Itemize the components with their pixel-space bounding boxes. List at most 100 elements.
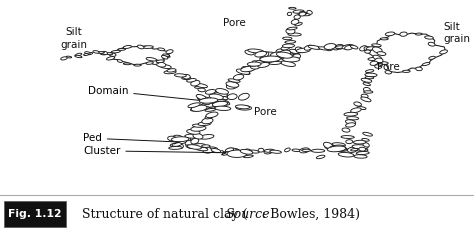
Ellipse shape [236,105,252,110]
Ellipse shape [216,89,228,94]
Ellipse shape [227,83,238,89]
Ellipse shape [425,36,433,39]
Ellipse shape [247,62,261,66]
Ellipse shape [146,62,154,64]
Ellipse shape [295,23,302,26]
Ellipse shape [273,53,283,57]
Ellipse shape [205,108,216,111]
Ellipse shape [164,70,176,74]
Ellipse shape [416,67,422,71]
Ellipse shape [203,147,213,153]
Ellipse shape [171,137,189,142]
Ellipse shape [372,44,381,47]
Ellipse shape [333,148,348,151]
Ellipse shape [284,148,290,152]
Ellipse shape [276,52,292,56]
Text: Fig. 1.12: Fig. 1.12 [8,209,62,219]
Ellipse shape [190,135,201,140]
Ellipse shape [163,54,170,56]
Ellipse shape [356,151,369,154]
Ellipse shape [143,46,154,48]
Ellipse shape [85,52,90,54]
Ellipse shape [361,78,372,82]
Ellipse shape [329,145,345,150]
Ellipse shape [311,149,325,152]
Ellipse shape [236,105,250,109]
Ellipse shape [296,48,310,53]
Ellipse shape [191,106,206,111]
Ellipse shape [373,55,382,60]
Ellipse shape [187,79,196,82]
Ellipse shape [201,103,216,107]
Ellipse shape [191,144,205,148]
Ellipse shape [225,148,234,152]
Ellipse shape [257,62,269,67]
Ellipse shape [346,123,356,127]
Ellipse shape [191,105,207,111]
Ellipse shape [185,134,200,138]
Ellipse shape [429,56,436,59]
Text: Silt
grain: Silt grain [60,27,87,50]
Ellipse shape [199,134,214,139]
Ellipse shape [66,56,72,58]
Ellipse shape [287,12,292,16]
Ellipse shape [402,70,410,72]
Ellipse shape [168,136,177,141]
Text: : Bowles, 1984): : Bowles, 1984) [262,208,360,220]
Ellipse shape [252,61,263,65]
Ellipse shape [351,148,358,151]
Ellipse shape [238,93,249,100]
Text: Pore: Pore [223,18,246,28]
Ellipse shape [186,145,193,148]
Ellipse shape [75,55,82,58]
Ellipse shape [258,148,264,152]
Ellipse shape [368,57,379,61]
Ellipse shape [281,50,291,56]
Ellipse shape [261,52,269,57]
Ellipse shape [241,151,250,154]
Ellipse shape [162,55,168,59]
Ellipse shape [264,149,274,152]
Ellipse shape [199,106,209,110]
Ellipse shape [291,20,299,24]
Ellipse shape [167,69,176,72]
Ellipse shape [326,46,333,51]
Ellipse shape [324,144,336,150]
Ellipse shape [187,145,201,149]
Ellipse shape [360,46,367,51]
Text: Silt
grain: Silt grain [443,22,470,44]
Text: Structure of natural clay (: Structure of natural clay ( [74,208,247,220]
Ellipse shape [255,51,266,57]
Ellipse shape [335,46,347,48]
Ellipse shape [440,50,447,54]
Ellipse shape [269,62,282,65]
Ellipse shape [341,136,354,138]
Ellipse shape [400,32,407,36]
Ellipse shape [198,122,211,126]
Ellipse shape [182,74,190,79]
Ellipse shape [287,27,297,30]
Ellipse shape [289,49,300,54]
Ellipse shape [324,44,336,49]
Text: Source: Source [226,208,271,220]
Ellipse shape [191,80,200,86]
Ellipse shape [228,79,240,82]
Ellipse shape [300,148,310,153]
Ellipse shape [160,65,171,69]
Ellipse shape [361,97,371,102]
Ellipse shape [362,138,369,141]
Ellipse shape [271,52,286,57]
Ellipse shape [245,50,254,55]
Ellipse shape [282,58,294,60]
Ellipse shape [98,52,104,53]
Ellipse shape [283,37,292,40]
Ellipse shape [88,52,92,55]
Ellipse shape [293,54,301,59]
Ellipse shape [270,150,282,153]
Ellipse shape [422,62,430,66]
Ellipse shape [380,62,388,64]
Ellipse shape [308,45,321,49]
Ellipse shape [75,53,82,56]
Ellipse shape [298,12,310,16]
Ellipse shape [185,140,195,147]
